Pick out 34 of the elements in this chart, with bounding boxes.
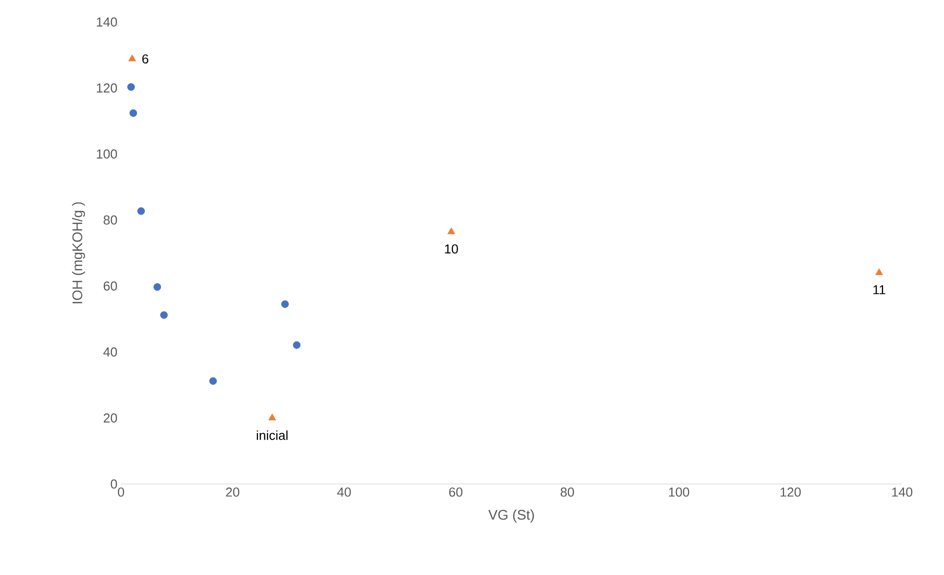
annotation: 10 (445, 244, 458, 254)
y-tick-label: 60 (104, 281, 117, 291)
x-axis-title: VG (St) (488, 510, 534, 523)
y-axis-title: IOH (mgKOH/g ) (72, 202, 86, 304)
point (137, 207, 145, 215)
y-tick-label: 140 (96, 17, 117, 27)
point (292, 341, 301, 349)
x-tick-label: 80 (560, 488, 574, 497)
point (160, 311, 168, 319)
point (153, 283, 162, 291)
point (447, 227, 456, 234)
y-tick-label: 120 (96, 83, 117, 93)
y-tick-label: 100 (96, 149, 117, 159)
y-tick-label: 0 (110, 479, 117, 489)
point (209, 377, 217, 385)
x-tick-label: 40 (337, 488, 351, 497)
y-tick-label: 40 (103, 347, 117, 357)
x-tick-label: 20 (226, 488, 240, 497)
point (268, 414, 276, 420)
point (875, 268, 883, 276)
x-tick-label: 140 (892, 488, 912, 497)
point (129, 109, 138, 117)
point (128, 54, 136, 62)
point (281, 300, 289, 308)
annotation: inicial (256, 430, 288, 440)
point (127, 83, 135, 91)
y-tick-label: 20 (104, 413, 117, 423)
y-tick-label: 80 (104, 215, 117, 225)
annotation: 11 (873, 285, 886, 294)
annotation: 6 (142, 54, 148, 64)
x-tick-label: 120 (780, 488, 801, 497)
x-tick-label: 0 (118, 488, 124, 497)
x-tick-label: 100 (669, 488, 690, 497)
x-tick-label: 60 (449, 488, 462, 497)
